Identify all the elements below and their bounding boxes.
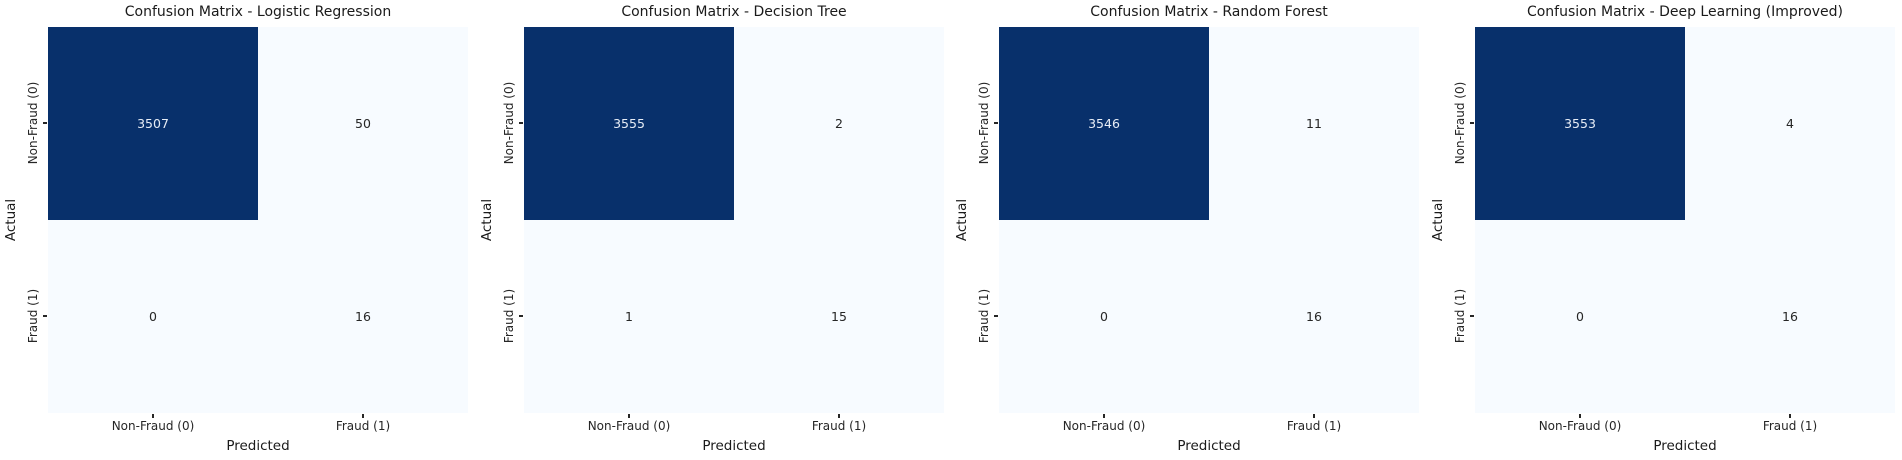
x-tick-label: Fraud (1) — [335, 419, 391, 433]
y-axis-label: Actual — [954, 198, 970, 242]
y-tick-mark — [519, 122, 523, 124]
y-tick-mark — [994, 122, 998, 124]
x-tick-label: Fraud (1) — [1762, 419, 1818, 433]
x-tick-label: Non-Fraud (0) — [1538, 419, 1622, 433]
x-tick-label: Non-Fraud (0) — [1062, 419, 1146, 433]
y-tick-label: Non-Fraud (0) — [502, 81, 516, 165]
x-tick-mark — [1313, 414, 1315, 418]
chart-title: Confusion Matrix - Logistic Regression — [124, 4, 392, 20]
y-axis-label: Actual — [1430, 198, 1446, 242]
x-tick-mark — [838, 414, 840, 418]
y-tick-label: Fraud (1) — [26, 288, 40, 344]
y-tick-mark — [1470, 315, 1474, 317]
x-tick-mark — [1789, 414, 1791, 418]
x-tick-mark — [1103, 414, 1105, 418]
y-tick-mark — [43, 315, 47, 317]
x-tick-label: Fraud (1) — [811, 419, 867, 433]
heatmap-cell-true-negative: 3555 — [524, 27, 734, 220]
heatmap-cell-false-positive: 50 — [258, 27, 468, 220]
x-tick-mark — [1579, 414, 1581, 418]
heatmap-cell-true-positive: 16 — [1685, 220, 1895, 413]
y-tick-mark — [519, 315, 523, 317]
heatmap-cell-false-negative: 0 — [1475, 220, 1685, 413]
y-tick-mark — [43, 122, 47, 124]
heatmap-cell-true-negative: 3553 — [1475, 27, 1685, 220]
heatmap-cell-false-negative: 0 — [48, 220, 258, 413]
x-tick-label: Fraud (1) — [1286, 419, 1342, 433]
heatmap-cell-false-negative: 0 — [999, 220, 1209, 413]
x-tick-mark — [362, 414, 364, 418]
x-axis-label: Predicted — [226, 438, 290, 454]
chart-title: Confusion Matrix - Random Forest — [1090, 4, 1328, 20]
y-axis-label: Actual — [479, 198, 495, 242]
heatmap: 3555 2 1 15 — [524, 27, 944, 413]
heatmap: 3553 4 0 16 — [1475, 27, 1895, 413]
heatmap-cell-true-positive: 16 — [1209, 220, 1419, 413]
chart-title: Confusion Matrix - Deep Learning (Improv… — [1526, 4, 1844, 20]
x-tick-label: Non-Fraud (0) — [587, 419, 671, 433]
confusion-matrix-panel-decision-tree: Confusion Matrix - Decision Tree Actual … — [476, 0, 952, 460]
y-tick-label: Non-Fraud (0) — [977, 81, 991, 165]
heatmap-cell-false-positive: 11 — [1209, 27, 1419, 220]
heatmap-cell-false-negative: 1 — [524, 220, 734, 413]
chart-title: Confusion Matrix - Decision Tree — [621, 4, 847, 20]
y-tick-label: Fraud (1) — [977, 288, 991, 344]
heatmap-cell-true-positive: 15 — [734, 220, 944, 413]
y-axis-label: Actual — [3, 198, 19, 242]
confusion-matrix-panel-deep-learning: Confusion Matrix - Deep Learning (Improv… — [1427, 0, 1902, 460]
y-tick-label: Non-Fraud (0) — [1453, 81, 1467, 165]
y-tick-label: Non-Fraud (0) — [26, 81, 40, 165]
x-axis-label: Predicted — [1177, 438, 1241, 454]
x-tick-mark — [628, 414, 630, 418]
heatmap: 3546 11 0 16 — [999, 27, 1419, 413]
heatmap-cell-true-negative: 3507 — [48, 27, 258, 220]
y-tick-label: Fraud (1) — [502, 288, 516, 344]
y-tick-label: Fraud (1) — [1453, 288, 1467, 344]
confusion-matrix-panel-logistic-regression: Confusion Matrix - Logistic Regression A… — [0, 0, 476, 460]
heatmap-cell-true-positive: 16 — [258, 220, 468, 413]
x-tick-label: Non-Fraud (0) — [111, 419, 195, 433]
y-tick-mark — [994, 315, 998, 317]
heatmap-cell-true-negative: 3546 — [999, 27, 1209, 220]
x-tick-mark — [152, 414, 154, 418]
heatmap-cell-false-positive: 2 — [734, 27, 944, 220]
x-axis-label: Predicted — [1653, 438, 1717, 454]
heatmap: 3507 50 0 16 — [48, 27, 468, 413]
x-axis-label: Predicted — [702, 438, 766, 454]
confusion-matrix-panel-random-forest: Confusion Matrix - Random Forest Actual … — [951, 0, 1427, 460]
y-tick-mark — [1470, 122, 1474, 124]
heatmap-cell-false-positive: 4 — [1685, 27, 1895, 220]
